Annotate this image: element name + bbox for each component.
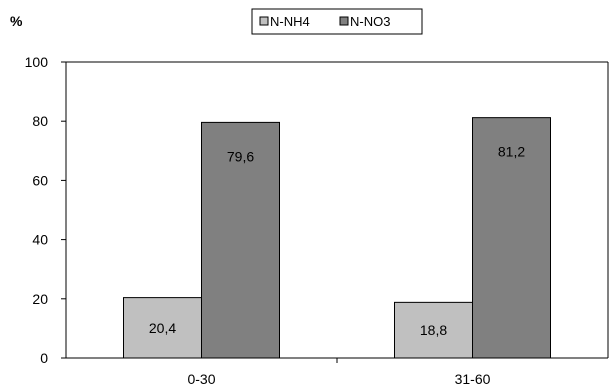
x-tick-label: 0-30 [187, 371, 215, 387]
legend-label-n-nh4: N-NH4 [270, 14, 310, 29]
legend-label-n-no3: N-NO3 [350, 14, 390, 29]
y-tick-label: 80 [32, 113, 48, 129]
legend: N-NH4 N-NO3 [251, 8, 423, 35]
y-axis-label: % [10, 13, 23, 29]
data-label: 18,8 [420, 322, 447, 338]
bar-n-nh4-31-60 [394, 301, 473, 359]
bar-n-nh4-0-30 [123, 297, 202, 359]
x-tick-label: 31-60 [455, 371, 491, 387]
legend-swatch-n-nh4 [259, 16, 269, 26]
data-label: 79,6 [227, 148, 254, 164]
bar-n-no3-31-60 [472, 117, 551, 359]
y-tick-label: 60 [32, 172, 48, 188]
legend-box [251, 8, 423, 35]
y-tick-label: 100 [25, 54, 49, 70]
plot-area: 0 20 40 60 80 100 20,4 79,6 0-30 18,8 81,2 31-60 [25, 54, 609, 387]
legend-swatch-n-no3 [339, 16, 349, 26]
y-tick-label: 40 [32, 232, 48, 248]
y-tick-label: 20 [32, 291, 48, 307]
data-label: 81,2 [498, 144, 525, 160]
bar-n-no3-0-30 [201, 121, 280, 359]
y-tick-label: 0 [40, 350, 48, 366]
data-label: 20,4 [149, 320, 176, 336]
